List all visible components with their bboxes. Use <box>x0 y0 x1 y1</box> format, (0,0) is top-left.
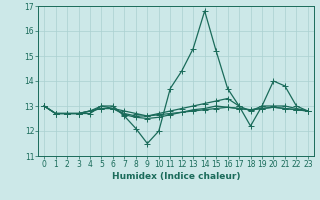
X-axis label: Humidex (Indice chaleur): Humidex (Indice chaleur) <box>112 172 240 181</box>
